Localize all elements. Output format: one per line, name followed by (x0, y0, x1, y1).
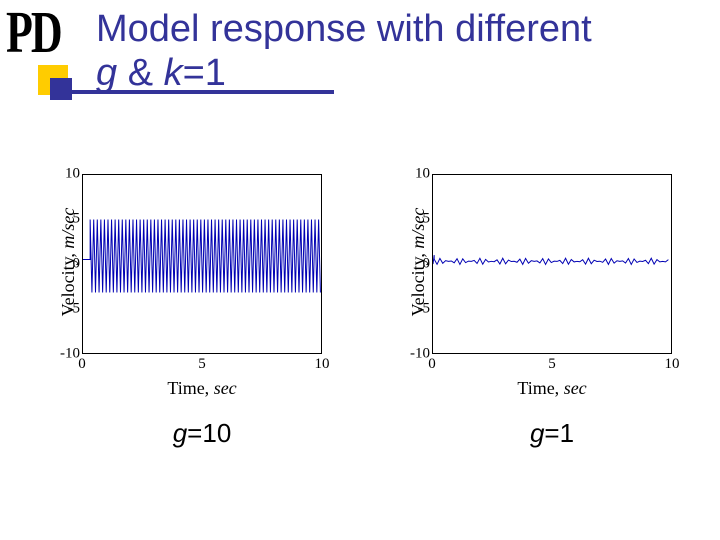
pd-logo: PD (6, 0, 61, 67)
chart-right: Velocity, m/sec -10-50510 0510 Time, sec… (370, 170, 700, 354)
signal-right (433, 175, 671, 353)
ytick: -5 (46, 301, 80, 318)
xtick: 0 (78, 356, 86, 373)
xtick: 5 (198, 356, 206, 373)
xtick: 0 (428, 356, 436, 373)
title-eq: =1 (183, 52, 226, 94)
chart-left: Velocity, m/sec -10-50510 0510 Time, sec… (20, 170, 350, 354)
plot-left (82, 174, 322, 354)
xlabel-unit-r: sec (564, 378, 587, 398)
xlabel-left: Time, sec (82, 378, 322, 399)
charts-row: Velocity, m/sec -10-50510 0510 Time, sec… (10, 170, 710, 354)
ytick: 0 (396, 256, 430, 273)
ytick: 5 (396, 211, 430, 228)
caption-right-g: g (530, 418, 544, 448)
ytick: -10 (46, 346, 80, 363)
deco-square-blue (50, 78, 72, 100)
xlabel-right: Time, sec (432, 378, 672, 399)
caption-right: g=1 (432, 418, 672, 449)
title-amp: & (117, 52, 163, 94)
title-k: k (164, 52, 183, 94)
xtick: 10 (315, 356, 330, 373)
xlabel-unit: sec (214, 378, 237, 398)
ytick: -5 (396, 301, 430, 318)
ytick: -10 (396, 346, 430, 363)
ytick: 0 (46, 256, 80, 273)
signal-left (83, 175, 321, 353)
slide-title: Model response with different g & k=1 (96, 8, 708, 95)
title-text-1: Model response with different (96, 8, 592, 50)
yticks-left: -10-50510 (46, 174, 80, 354)
xlabel-main-r: Time, (517, 378, 563, 398)
caption-left-g: g (173, 418, 187, 448)
plot-right (432, 174, 672, 354)
xlabel-main: Time, (167, 378, 213, 398)
xtick: 10 (665, 356, 680, 373)
yticks-right: -10-50510 (396, 174, 430, 354)
ytick: 10 (396, 166, 430, 183)
xtick: 5 (548, 356, 556, 373)
caption-right-rest: =1 (544, 418, 574, 448)
caption-left: g=10 (82, 418, 322, 449)
slide: PD Model response with different g & k=1… (0, 0, 720, 540)
ytick: 5 (46, 211, 80, 228)
caption-left-rest: =10 (187, 418, 231, 448)
title-g: g (96, 52, 117, 94)
ytick: 10 (46, 166, 80, 183)
